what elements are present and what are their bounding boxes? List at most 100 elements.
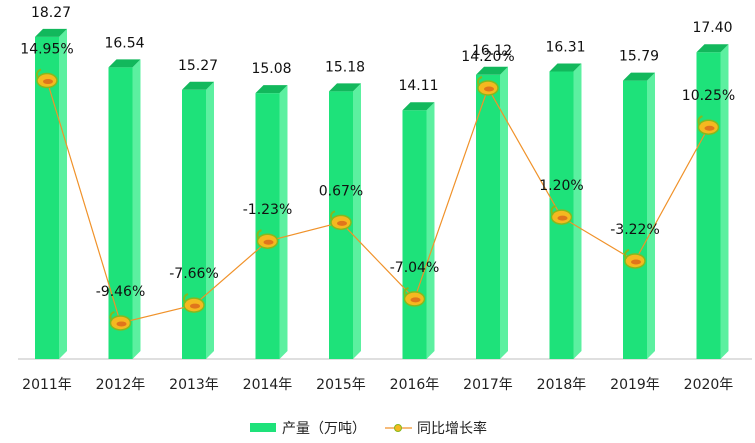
growth-value-label: 0.67%	[319, 183, 363, 199]
x-tick-label: 2017年	[463, 377, 513, 393]
marker-core	[484, 86, 494, 92]
bar-value-labels: 18.27 16.54 15.27 15.08 15.18 14.11 16.12 16.31…	[31, 5, 733, 94]
growth-marker	[330, 210, 352, 231]
x-tick-label: 2016年	[390, 377, 440, 393]
bar-series	[35, 28, 729, 360]
bar-side-face	[426, 102, 435, 360]
bar-front-face	[108, 67, 133, 359]
bar-value-label: 18.27	[31, 5, 71, 21]
marker-leaf	[624, 249, 630, 260]
bar-front-face	[623, 80, 647, 359]
bar-top-face	[402, 102, 435, 111]
marker-core	[337, 220, 347, 226]
growth-marker	[697, 115, 720, 135]
growth-value-label: -1.23%	[243, 202, 293, 218]
marker-core	[410, 297, 421, 303]
bar-side-face	[206, 81, 214, 359]
x-tick-label: 2013年	[169, 377, 219, 393]
bar-top-face	[696, 44, 729, 53]
marker-leaf	[477, 76, 483, 87]
x-tick-label: 2019年	[610, 377, 660, 393]
growth-line-series	[36, 68, 720, 331]
bar-top-face	[182, 81, 214, 90]
marker-leaf	[330, 210, 336, 221]
marker-core	[116, 321, 127, 327]
bar-side-face	[647, 72, 655, 359]
growth-line	[46, 80, 710, 324]
growth-value-label: -7.66%	[169, 266, 219, 282]
bar-side-face	[279, 85, 288, 360]
bar-4	[255, 85, 288, 360]
bar-value-label: 15.18	[325, 59, 365, 75]
legend-bar-swatch	[250, 423, 276, 432]
bar-front-face	[696, 52, 721, 359]
legend: 产量（万吨） 同比增长率	[250, 420, 487, 437]
bar-3	[182, 81, 214, 359]
bar-value-label: 17.40	[692, 20, 732, 36]
bar-7	[476, 66, 508, 360]
bar-1	[35, 28, 67, 359]
marker-core	[557, 215, 568, 221]
bar-side-face	[500, 66, 508, 360]
growth-marker	[624, 249, 646, 269]
growth-marker	[477, 76, 499, 96]
growth-marker	[403, 286, 426, 307]
bar-6	[402, 102, 435, 360]
growth-value-label: -9.46%	[96, 284, 146, 300]
x-tick-label: 2015年	[316, 377, 366, 393]
bar-front-face	[255, 93, 280, 360]
growth-marker	[36, 68, 58, 89]
growth-marker	[550, 205, 573, 225]
marker-leaf	[109, 310, 115, 322]
growth-value-label: 1.20%	[539, 178, 583, 194]
legend-line-marker	[394, 424, 402, 432]
bar-value-label: 16.31	[545, 39, 585, 55]
x-tick-label: 2018年	[537, 377, 587, 393]
bar-top-face	[255, 85, 288, 94]
marker-leaf	[403, 286, 409, 298]
bar-side-face	[59, 28, 67, 359]
bar-side-face	[132, 59, 141, 359]
marker-leaf	[256, 229, 262, 240]
bar-2	[108, 59, 141, 359]
bar-top-face	[108, 59, 141, 68]
x-tick-label: 2012年	[96, 377, 146, 393]
x-axis-ticks: 2011年 2012年 2013年 2014年 2015年 2016年 2017年 2018年…	[22, 377, 733, 393]
growth-value-labels: 14.95% -9.46% -7.66% -1.23% 0.67% -7.04% 14.20…	[20, 42, 735, 300]
bar-front-face	[402, 110, 427, 360]
bar-9	[623, 72, 655, 359]
growth-value-label: 14.20%	[461, 49, 514, 65]
marker-core	[704, 125, 715, 131]
bar-value-label: 14.11	[398, 78, 438, 94]
bar-front-face	[476, 74, 500, 360]
x-tick-label: 2014年	[243, 377, 293, 393]
growth-marker	[256, 229, 279, 249]
x-tick-label: 2020年	[684, 377, 734, 393]
growth-value-label: 14.95%	[20, 42, 73, 58]
bar-top-face	[35, 28, 67, 37]
marker-core	[43, 79, 53, 85]
growth-value-label: 10.25%	[682, 88, 735, 104]
marker-leaf	[697, 115, 703, 126]
bar-side-face	[353, 83, 361, 360]
bar-top-face	[476, 66, 508, 75]
bar-front-face	[35, 36, 59, 359]
legend-line-label: 同比增长率	[417, 420, 487, 437]
marker-core	[631, 259, 641, 265]
growth-marker	[183, 293, 205, 313]
bar-top-face	[549, 63, 582, 72]
bar-10	[696, 44, 729, 359]
marker-core	[263, 239, 274, 245]
bar-side-face	[573, 63, 582, 359]
marker-core	[190, 303, 200, 309]
legend-bar-label: 产量（万吨）	[282, 421, 366, 437]
bar-value-label: 16.12	[472, 43, 512, 59]
x-tick-label: 2011年	[22, 377, 72, 393]
bar-value-label: 15.27	[178, 58, 218, 74]
bar-top-face	[623, 72, 655, 81]
growth-value-label: -3.22%	[610, 222, 660, 238]
growth-marker	[109, 310, 132, 331]
bar-front-face	[182, 89, 206, 359]
bar-top-face	[329, 83, 361, 92]
